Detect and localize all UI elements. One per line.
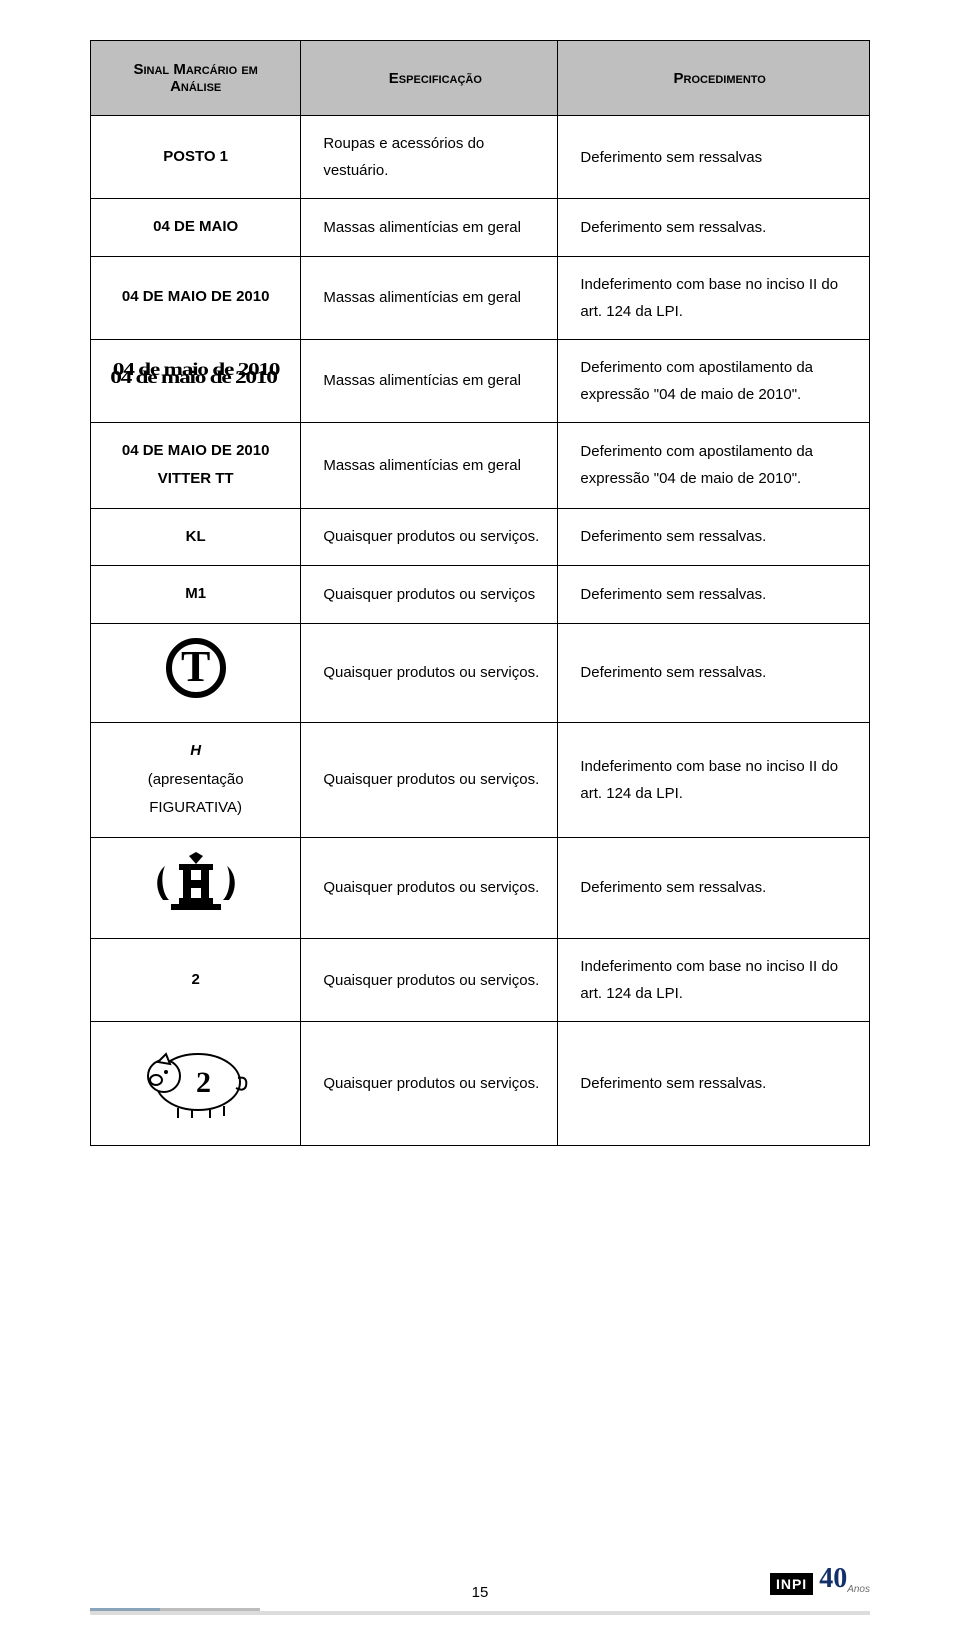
proc-cell: Deferimento sem ressalvas. — [558, 199, 870, 257]
sign-text: M1 — [185, 585, 206, 602]
sign-text: 2 — [191, 971, 199, 988]
footer-divider — [90, 1611, 870, 1615]
proc-cell: Deferimento sem ressalvas. — [558, 837, 870, 939]
spec-cell: Quaisquer produtos ou serviços — [301, 566, 558, 624]
sign-text-l2: VITTER TT — [158, 470, 234, 487]
spec-cell: Quaisquer produtos ou serviços. — [301, 508, 558, 566]
sign-cell: H (apresentação FIGURATIVA) — [91, 723, 301, 838]
sign-cell: 04 DE MAIO DE 2010 VITTER TT — [91, 422, 301, 508]
table-row: 04 DE MAIO DE 2010 Massas alimentícias em… — [91, 256, 870, 339]
circle-t-icon — [166, 638, 226, 698]
table-row: 04 DE MAIO DE 2010 VITTER TT Massas alimen… — [91, 422, 870, 508]
header-proc: Procedimento — [558, 41, 870, 116]
header-spec: Especificação — [301, 41, 558, 116]
table-row: 2 Quaisquer produtos ou serviços.Deferime… — [91, 1022, 870, 1146]
sign-text: 04 DE MAIO — [153, 218, 238, 235]
sign-text-l3: FIGURATIVA) — [149, 799, 242, 816]
proc-cell: Deferimento com apostilamento da express… — [558, 339, 870, 422]
proc-cell: Deferimento sem ressalvas. — [558, 623, 870, 723]
sign-cell — [91, 623, 301, 723]
header-sign-l1: Sinal Marcário em — [133, 61, 257, 78]
table-header-row: Sinal Marcário em Análise Especificação … — [91, 41, 870, 116]
table-row: POSTO 1 Roupas e acessórios do vestuário.… — [91, 116, 870, 199]
proc-cell: Indeferimento com base no inciso II do a… — [558, 939, 870, 1022]
table-row: H (apresentação FIGURATIVA) Quaisquer produ… — [91, 723, 870, 838]
header-sign-l2: Análise — [170, 78, 221, 95]
header-sign: Sinal Marcário em Análise — [91, 41, 301, 116]
table-row: KL Quaisquer produtos ou serviços.Deferim… — [91, 508, 870, 566]
spec-cell: Massas alimentícias em geral — [301, 339, 558, 422]
svg-text:2: 2 — [196, 1066, 211, 1099]
spec-cell: Quaisquer produtos ou serviços. — [301, 939, 558, 1022]
spec-cell: Quaisquer produtos ou serviços. — [301, 623, 558, 723]
spec-cell: Quaisquer produtos ou serviços. — [301, 837, 558, 939]
spec-cell: Massas alimentícias em geral — [301, 199, 558, 257]
sign-cell: 2 — [91, 939, 301, 1022]
proc-cell: Indeferimento com base no inciso II do a… — [558, 256, 870, 339]
sign-text-l2: (apresentação — [148, 771, 244, 788]
spec-cell: Massas alimentícias em geral — [301, 422, 558, 508]
crest-h-icon — [151, 852, 241, 925]
sign-text: POSTO 1 — [163, 148, 228, 165]
logo-forty: 40 — [819, 1563, 847, 1595]
sign-cell: 2 — [91, 1022, 301, 1146]
stylized-date-icon: 04 de maio de 201004 de maio de 2010 — [112, 363, 278, 390]
proc-cell: Deferimento sem ressalvas. — [558, 508, 870, 566]
sign-cell: M1 — [91, 566, 301, 624]
analysis-table: Sinal Marcário em Análise Especificação … — [90, 40, 870, 1146]
sign-cell — [91, 837, 301, 939]
page-footer: 15 INPI 40 Anos — [0, 1584, 960, 1615]
table-row: Quaisquer produtos ou serviços.Deferimen… — [91, 623, 870, 723]
spec-cell: Quaisquer produtos ou serviços. — [301, 1022, 558, 1146]
sign-cell: 04 DE MAIO DE 2010 — [91, 256, 301, 339]
spec-cell: Quaisquer produtos ou serviços. — [301, 723, 558, 838]
table-row: 04 DE MAIO Massas alimentícias em geralDe… — [91, 199, 870, 257]
sign-text-l1: 04 DE MAIO DE 2010 — [122, 442, 270, 459]
table-row: 2 Quaisquer produtos ou serviços.Indeferi… — [91, 939, 870, 1022]
table-row: 04 de maio de 201004 de maio de 2010 Mass… — [91, 339, 870, 422]
proc-cell: Deferimento com apostilamento da express… — [558, 422, 870, 508]
sign-cell: 04 DE MAIO — [91, 199, 301, 257]
table-row: M1 Quaisquer produtos ou serviçosDeferime… — [91, 566, 870, 624]
sign-text: 04 DE MAIO DE 2010 — [122, 288, 270, 305]
sign-cell: KL — [91, 508, 301, 566]
sign-text-l1: H — [190, 742, 201, 759]
sign-cell: POSTO 1 — [91, 116, 301, 199]
document-page: Sinal Marcário em Análise Especificação … — [0, 0, 960, 1643]
logo-anos: Anos — [847, 1584, 870, 1595]
proc-cell: Deferimento sem ressalvas. — [558, 1022, 870, 1146]
logo-text: INPI — [770, 1573, 813, 1595]
spec-cell: Massas alimentícias em geral — [301, 256, 558, 339]
proc-cell: Deferimento sem ressalvas. — [558, 566, 870, 624]
sign-text: KL — [186, 528, 206, 545]
proc-cell: Indeferimento com base no inciso II do a… — [558, 723, 870, 838]
spec-cell: Roupas e acessórios do vestuário. — [301, 116, 558, 199]
table-row: Quaisquer produtos ou serviços.Deferimen… — [91, 837, 870, 939]
table-body: POSTO 1 Roupas e acessórios do vestuário.… — [91, 116, 870, 1146]
inpi-logo: INPI 40 Anos — [770, 1563, 870, 1595]
proc-cell: Deferimento sem ressalvas — [558, 116, 870, 199]
sign-cell: 04 de maio de 201004 de maio de 2010 — [91, 339, 301, 422]
pig-2-icon: 2 — [136, 1036, 256, 1131]
